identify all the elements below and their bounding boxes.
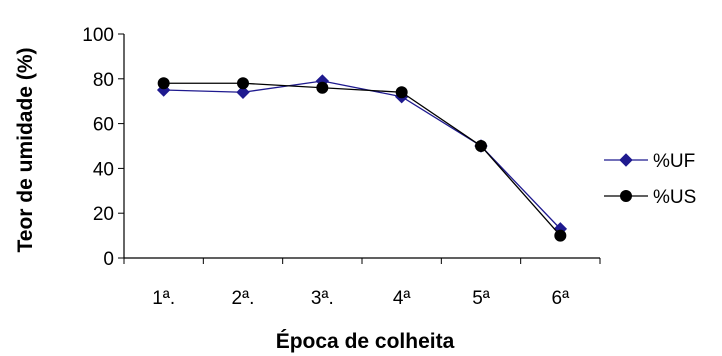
y-tick-label: 0 [103, 249, 114, 270]
x-tick-label: 5ª [472, 288, 491, 309]
series-line [163, 80, 561, 230]
legend-item: %UF [604, 151, 695, 172]
legend-label: %US [653, 187, 696, 208]
data-point [236, 85, 250, 99]
x-tick-label: 2ª. [232, 288, 255, 309]
data-point [475, 140, 487, 152]
legend-label: %UF [653, 151, 695, 172]
series-line [163, 82, 561, 237]
x-tick-label: 3ª. [311, 288, 334, 309]
series-layer [156, 74, 568, 242]
data-point [554, 229, 567, 242]
y-tick-label: 100 [82, 25, 114, 46]
y-tick-label: 60 [93, 115, 114, 136]
x-axis-title: Época de colheita [276, 330, 455, 353]
data-point [157, 77, 170, 90]
legend-marker [620, 190, 632, 202]
y-axis-title: Teor de umidade (%) [14, 48, 37, 253]
y-tick-label: 20 [93, 204, 114, 225]
data-point [237, 77, 249, 90]
data-point [316, 81, 329, 94]
series-1 [156, 74, 568, 236]
y-tick-label: 80 [93, 70, 114, 91]
legend: %UF %US [604, 151, 696, 208]
data-point [395, 86, 408, 99]
series-2 [157, 77, 567, 242]
legend-item: %US [604, 187, 696, 208]
x-tick-label: 1ª. [152, 288, 175, 309]
x-tick-label: 6ª [552, 288, 571, 309]
legend-marker [619, 153, 633, 167]
ticks: 0 20 40 60 80 100 1ª. 2ª. 3ª. 4ª 5ª 6ª [82, 25, 601, 309]
x-tick-label: 4ª [393, 288, 412, 309]
y-tick-label: 40 [93, 159, 114, 180]
axes [123, 34, 600, 259]
